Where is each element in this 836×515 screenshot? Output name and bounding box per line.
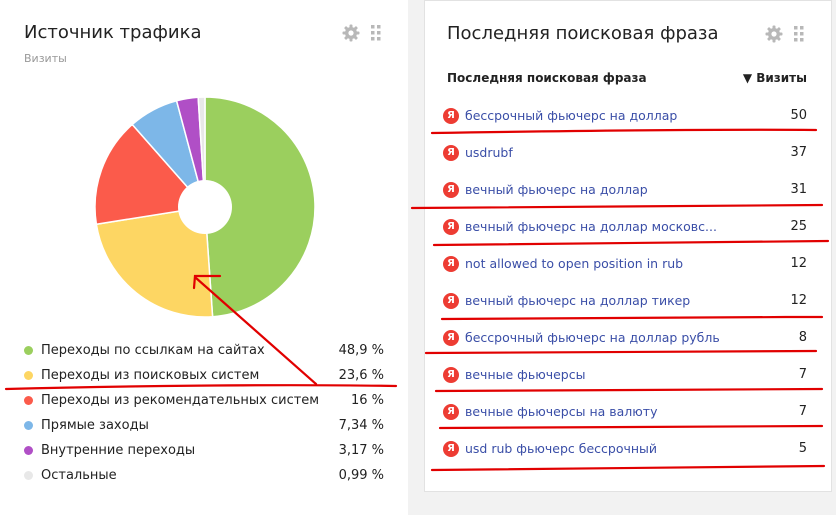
visits-value: 7 bbox=[798, 367, 807, 382]
legend-percent: 3,17 % bbox=[338, 443, 384, 458]
search-phrase-link[interactable]: usdrubf bbox=[465, 145, 513, 160]
column-header-phrase: Последняя поисковая фраза bbox=[447, 71, 647, 85]
yandex-logo-icon: Я bbox=[443, 292, 459, 309]
visits-value: 50 bbox=[790, 108, 807, 123]
legend-item[interactable]: Переходы из рекомендательных систем 16 % bbox=[24, 388, 388, 413]
visits-value: 5 bbox=[798, 441, 807, 456]
gear-icon[interactable] bbox=[342, 24, 360, 42]
yandex-logo-icon: Я bbox=[443, 366, 459, 383]
widget-subtitle: Визиты bbox=[24, 52, 67, 65]
legend-item[interactable]: Переходы по ссылкам на сайтах 48,9 % bbox=[24, 338, 388, 363]
search-phrase-link[interactable]: бессрочный фьючерс на доллар bbox=[465, 108, 678, 123]
legend-color-dot bbox=[24, 346, 33, 355]
pie-chart bbox=[94, 96, 316, 318]
search-phrase-link[interactable]: not allowed to open position in rub bbox=[465, 256, 684, 271]
legend-item[interactable]: Прямые заходы 7,34 % bbox=[24, 413, 388, 438]
visits-value: 12 bbox=[790, 293, 807, 308]
drag-handle-icon[interactable] bbox=[370, 24, 382, 42]
legend-color-dot bbox=[24, 396, 33, 405]
widget-tools bbox=[342, 24, 382, 42]
drag-handle-icon[interactable] bbox=[793, 25, 805, 43]
legend-label: Переходы из поисковых систем bbox=[41, 368, 260, 383]
yandex-logo-icon: Я bbox=[443, 218, 459, 235]
legend-label: Переходы по ссылкам на сайтах bbox=[41, 343, 265, 358]
legend-item[interactable]: Переходы из поисковых систем 23,6 % bbox=[24, 363, 388, 388]
legend-label: Остальные bbox=[41, 468, 117, 483]
visits-value: 25 bbox=[790, 219, 807, 234]
search-phrase-link[interactable]: вечные фьючерсы bbox=[465, 367, 586, 382]
visits-value: 12 bbox=[790, 256, 807, 271]
legend-color-dot bbox=[24, 371, 33, 380]
visits-value: 7 bbox=[798, 404, 807, 419]
search-phrase-link[interactable]: бессрочный фьючерс на доллар рубль bbox=[465, 330, 720, 345]
gear-icon[interactable] bbox=[765, 25, 783, 43]
widget-title: Источник трафика bbox=[24, 22, 202, 43]
pie-center-hole bbox=[178, 180, 232, 234]
visits-value: 37 bbox=[790, 145, 807, 160]
legend-item[interactable]: Внутренние переходы 3,17 % bbox=[24, 438, 388, 463]
widget-title: Последняя поисковая фраза bbox=[447, 23, 719, 44]
legend-percent: 23,6 % bbox=[338, 368, 384, 383]
widget-tools bbox=[765, 25, 805, 43]
legend-color-dot bbox=[24, 471, 33, 480]
pie-slice[interactable] bbox=[94, 123, 207, 226]
legend-label: Прямые заходы bbox=[41, 418, 149, 433]
search-phrase-link[interactable]: вечный фьючерс на доллар тикер bbox=[465, 293, 691, 308]
yandex-logo-icon: Я bbox=[443, 329, 459, 346]
visits-value: 31 bbox=[790, 182, 807, 197]
yandex-logo-icon: Я bbox=[443, 144, 459, 161]
yandex-logo-icon: Я bbox=[443, 403, 459, 420]
yandex-logo-icon: Я bbox=[443, 107, 459, 124]
pie-slice[interactable] bbox=[197, 96, 206, 208]
legend-label: Внутренние переходы bbox=[41, 443, 196, 458]
yandex-logo-icon: Я bbox=[443, 181, 459, 198]
column-header-visits[interactable]: ▼ Визиты bbox=[742, 71, 807, 85]
legend-percent: 7,34 % bbox=[338, 418, 384, 433]
chart-legend: Переходы по ссылкам на сайтах 48,9 % Перех… bbox=[24, 338, 388, 488]
yandex-logo-icon: Я bbox=[443, 255, 459, 272]
search-phrase-link[interactable]: вечный фьючерс на доллар московс... bbox=[465, 219, 717, 234]
legend-percent: 16 % bbox=[350, 393, 384, 408]
legend-color-dot bbox=[24, 446, 33, 455]
legend-item[interactable]: Остальные 0,99 % bbox=[24, 463, 388, 488]
search-phrase-link[interactable]: вечный фьючерс на доллар bbox=[465, 182, 648, 197]
legend-color-dot bbox=[24, 421, 33, 430]
search-phrase-link[interactable]: вечные фьючерсы на валюту bbox=[465, 404, 658, 419]
legend-label: Переходы из рекомендательных систем bbox=[41, 393, 320, 408]
legend-percent: 48,9 % bbox=[338, 343, 384, 358]
search-phrase-widget: Последняя поисковая фраза Последняя поис… bbox=[424, 0, 832, 492]
traffic-source-widget: Источник трафика Визиты Переходы по ссыл… bbox=[0, 0, 408, 515]
yandex-logo-icon: Я bbox=[443, 440, 459, 457]
legend-percent: 0,99 % bbox=[338, 468, 384, 483]
search-phrase-link[interactable]: usd rub фьючерс бессрочный bbox=[465, 441, 658, 456]
visits-value: 8 bbox=[798, 330, 807, 345]
table-header: Последняя поисковая фраза ▼ Визиты bbox=[447, 71, 807, 89]
